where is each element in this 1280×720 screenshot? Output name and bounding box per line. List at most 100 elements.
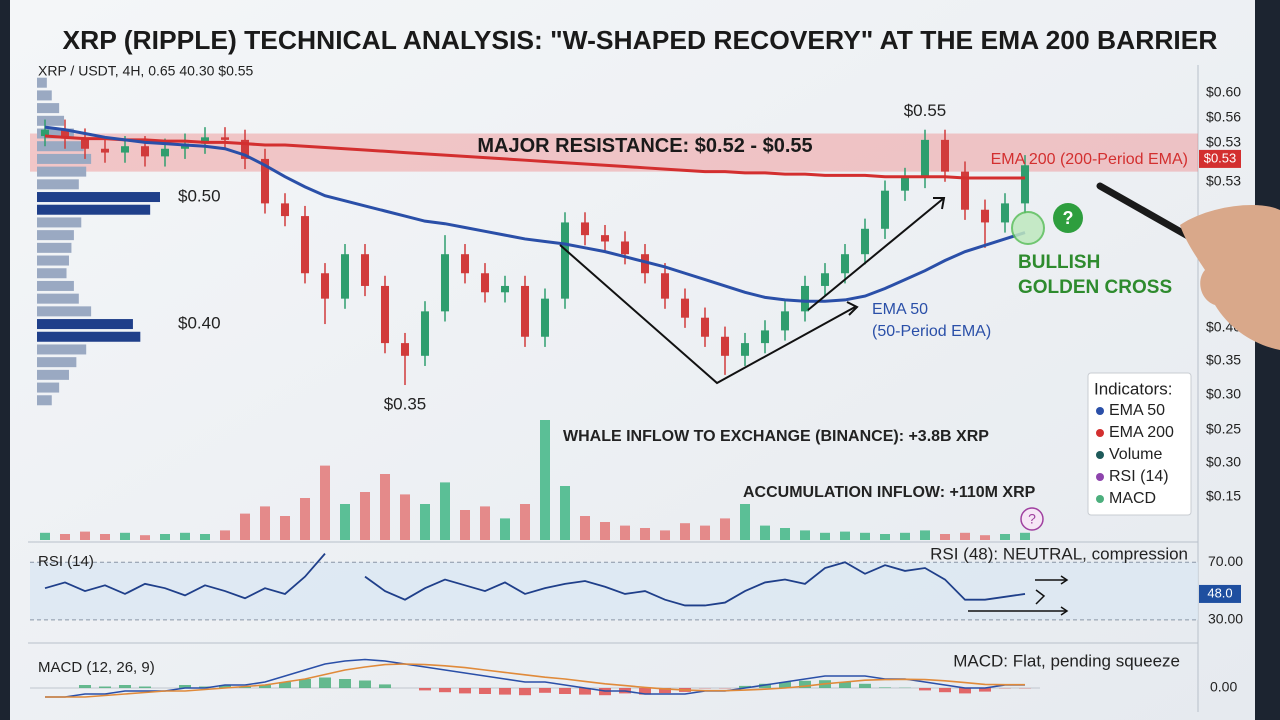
- profile-bar: [37, 280, 74, 291]
- candle-body: [361, 254, 369, 286]
- macd-histogram: [799, 680, 811, 688]
- volume-bar: [140, 535, 150, 540]
- volume-bar: [400, 494, 410, 540]
- candle-body: [261, 158, 269, 204]
- candle-body: [961, 171, 969, 210]
- volume-bar: [220, 530, 230, 540]
- macd-histogram: [579, 688, 591, 695]
- candle-body: [41, 129, 49, 137]
- candle-body: [281, 203, 289, 217]
- arrow-head: [933, 197, 946, 210]
- legend-label: Volume: [1109, 446, 1162, 463]
- candle-body: [481, 273, 489, 293]
- candle-body: [581, 222, 589, 236]
- y-tick-label: 0.00: [1210, 679, 1237, 695]
- profile-bar: [37, 230, 74, 241]
- candle-body: [721, 336, 729, 356]
- profile-bar: [37, 166, 87, 177]
- volume-bar: [800, 530, 810, 540]
- candle-body: [341, 254, 349, 299]
- volume-bar: [620, 525, 630, 540]
- volume-bar: [840, 531, 850, 540]
- legend-swatch: [1096, 451, 1104, 459]
- candle-body: [821, 273, 829, 286]
- candle-body: [401, 343, 409, 356]
- volume-bar: [880, 534, 890, 540]
- macd-histogram: [859, 683, 871, 688]
- legend-swatch: [1096, 429, 1104, 437]
- volume-bar: [1020, 532, 1030, 540]
- candle-body: [421, 311, 429, 356]
- macd-histogram: [879, 687, 891, 688]
- current-price-box: [1199, 149, 1241, 168]
- profile-bar: [37, 242, 72, 253]
- profile-bar: [37, 103, 60, 114]
- panel-title: RSI (14): [38, 553, 94, 570]
- y-tick-label: 70.00: [1208, 553, 1243, 569]
- macd-histogram: [179, 685, 191, 688]
- volume-bar: [700, 525, 710, 540]
- signal-line: [45, 663, 1025, 698]
- profile-bar: [37, 344, 87, 355]
- w-pattern-line: [807, 197, 945, 311]
- macd-histogram: [359, 680, 371, 688]
- macd-histogram: [259, 685, 271, 688]
- candle-body: [801, 285, 809, 312]
- volume-bar: [600, 522, 610, 540]
- axis-label: $0.56: [1206, 109, 1241, 125]
- axis-label: $0.15: [1206, 488, 1241, 504]
- volume-bar: [240, 513, 250, 540]
- volume-bar: [660, 530, 670, 540]
- candle-body: [61, 129, 69, 139]
- volume-bar: [340, 504, 350, 540]
- question-marker: [1053, 203, 1083, 233]
- candle-body: [621, 241, 629, 255]
- panel-title: MACD (12, 26, 9): [38, 659, 155, 676]
- profile-bar: [37, 153, 92, 164]
- candle-body: [781, 311, 789, 331]
- candle-body: [741, 343, 749, 356]
- axis-label: $0.30: [1206, 386, 1241, 402]
- candle-body: [81, 138, 89, 149]
- ema-line: [44, 125, 1026, 303]
- candle-body: [981, 209, 989, 223]
- volume-bar: [520, 504, 530, 540]
- volume-bar: [80, 531, 90, 540]
- cross-label: GOLDEN CROSS: [1018, 277, 1172, 298]
- candle-body: [701, 317, 709, 337]
- candle-body: [1001, 203, 1009, 223]
- profile-label: $0.50: [178, 187, 221, 206]
- macd-histogram: [139, 686, 151, 688]
- volume-annotation: WHALE INFLOW TO EXCHANGE (BINANCE): +3.8…: [563, 428, 989, 445]
- candle-body: [641, 254, 649, 274]
- macd-histogram: [419, 688, 431, 691]
- macd-histogram: [299, 679, 311, 688]
- candle-body: [941, 139, 949, 172]
- hand: [1180, 205, 1280, 350]
- zone-label: MAJOR RESISTANCE: $0.52 - $0.55: [477, 135, 812, 157]
- candle-body: [461, 254, 469, 274]
- macd-histogram: [99, 686, 111, 688]
- chart-subtitle: XRP / USDT, 4H, 0.65 40.30 $0.55: [38, 63, 254, 79]
- question-marker: [1020, 507, 1044, 531]
- macd-histogram: [219, 685, 231, 688]
- legend-label: EMA 200: [1109, 424, 1174, 441]
- legend-label: EMA 50: [1109, 402, 1165, 419]
- panel-annotation: MACD: Flat, pending squeeze: [953, 651, 1180, 670]
- macd-histogram: [559, 688, 571, 694]
- macd-histogram: [319, 677, 331, 688]
- legend-swatch: [1096, 473, 1104, 481]
- axis-label: $0.53: [1206, 173, 1241, 189]
- volume-bar: [380, 474, 390, 540]
- volume-bar: [480, 506, 490, 540]
- y-tick-label: 30.00: [1208, 611, 1243, 627]
- macd-histogram: [959, 688, 971, 694]
- candle-body: [121, 146, 129, 153]
- cross-highlight: [1011, 211, 1045, 245]
- macd-histogram: [839, 682, 851, 688]
- candle-body: [561, 222, 569, 299]
- macd-histogram: [439, 688, 451, 693]
- ema-label: EMA 200 (200-Period EMA): [991, 151, 1188, 168]
